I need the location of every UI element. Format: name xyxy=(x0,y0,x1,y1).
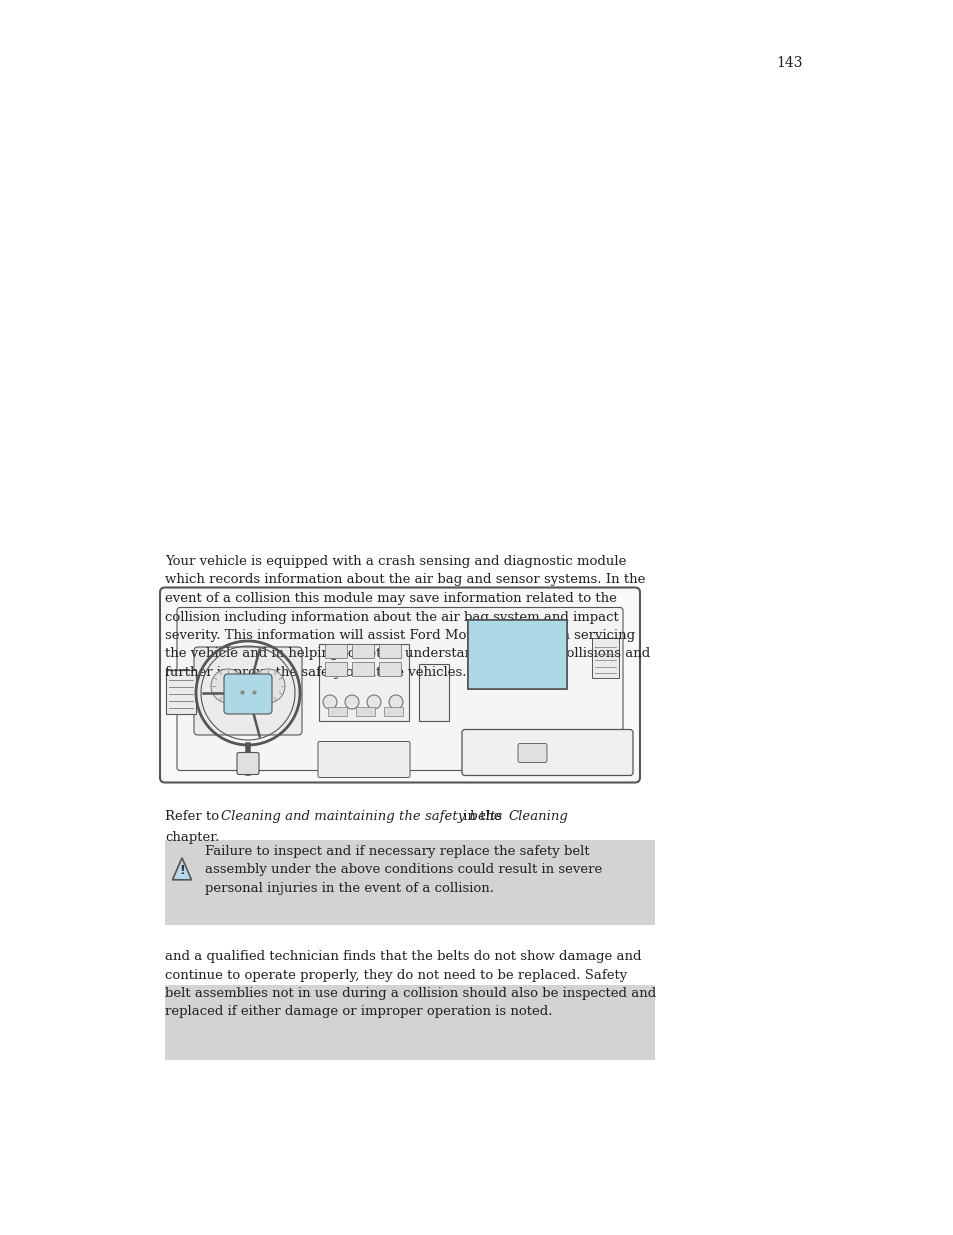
FancyBboxPatch shape xyxy=(352,643,374,658)
FancyBboxPatch shape xyxy=(418,664,449,721)
FancyBboxPatch shape xyxy=(193,647,302,735)
Circle shape xyxy=(389,695,402,709)
FancyBboxPatch shape xyxy=(592,638,618,678)
FancyBboxPatch shape xyxy=(317,741,410,778)
FancyBboxPatch shape xyxy=(166,671,195,714)
FancyBboxPatch shape xyxy=(327,706,346,715)
FancyBboxPatch shape xyxy=(165,840,655,925)
FancyBboxPatch shape xyxy=(462,613,572,699)
Text: Cleaning: Cleaning xyxy=(508,810,567,823)
FancyBboxPatch shape xyxy=(318,643,409,721)
Circle shape xyxy=(251,669,285,703)
FancyBboxPatch shape xyxy=(165,986,655,1060)
Text: Failure to inspect and if necessary replace the safety belt
assembly under the a: Failure to inspect and if necessary repl… xyxy=(205,845,601,895)
Text: 143: 143 xyxy=(776,56,802,70)
FancyBboxPatch shape xyxy=(236,752,258,774)
FancyBboxPatch shape xyxy=(325,643,347,658)
FancyBboxPatch shape xyxy=(352,662,374,676)
Text: Refer to: Refer to xyxy=(165,810,223,823)
Circle shape xyxy=(211,669,245,703)
Text: in the: in the xyxy=(458,810,505,823)
FancyBboxPatch shape xyxy=(224,674,272,714)
Circle shape xyxy=(345,695,358,709)
Polygon shape xyxy=(172,858,192,879)
FancyBboxPatch shape xyxy=(355,706,375,715)
FancyBboxPatch shape xyxy=(378,662,400,676)
FancyBboxPatch shape xyxy=(468,620,566,689)
FancyBboxPatch shape xyxy=(378,643,400,658)
FancyBboxPatch shape xyxy=(461,730,633,776)
Text: !: ! xyxy=(179,863,185,877)
Text: Your vehicle is equipped with a crash sensing and diagnostic module
which record: Your vehicle is equipped with a crash se… xyxy=(165,555,650,679)
FancyBboxPatch shape xyxy=(177,608,622,771)
Circle shape xyxy=(323,695,336,709)
Text: and a qualified technician finds that the belts do not show damage and
continue : and a qualified technician finds that th… xyxy=(165,950,656,1019)
Text: Cleaning and maintaining the safety belts: Cleaning and maintaining the safety belt… xyxy=(220,810,501,823)
FancyBboxPatch shape xyxy=(468,620,566,689)
FancyBboxPatch shape xyxy=(383,706,402,715)
FancyBboxPatch shape xyxy=(325,662,347,676)
Circle shape xyxy=(367,695,380,709)
FancyBboxPatch shape xyxy=(517,743,546,762)
Text: chapter.: chapter. xyxy=(165,831,219,844)
FancyBboxPatch shape xyxy=(160,588,639,783)
